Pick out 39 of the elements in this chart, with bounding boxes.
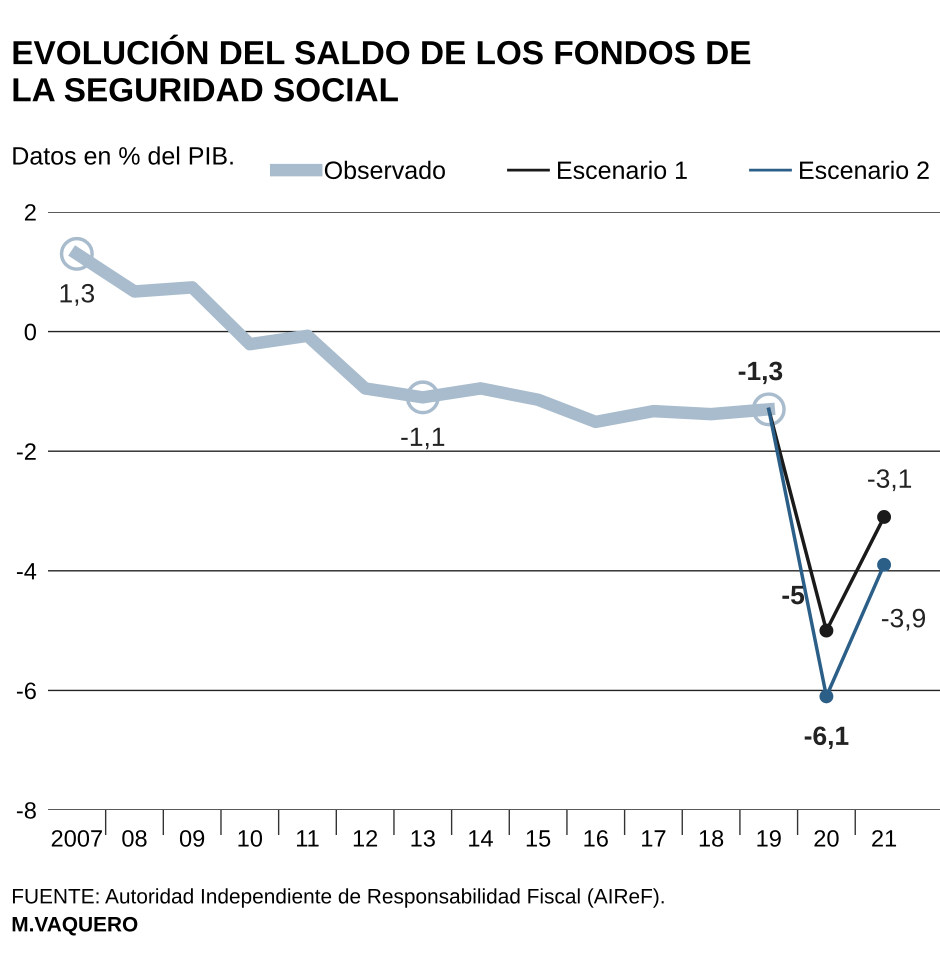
point xyxy=(819,689,834,704)
data-label: -3,1 xyxy=(868,469,912,492)
data-label: -5 xyxy=(782,586,804,604)
data-label: -1,1 xyxy=(401,428,444,450)
x-tick-label: 14 xyxy=(469,830,493,847)
y-tick-label: -2 xyxy=(16,443,36,460)
x-tick-label: 21 xyxy=(872,830,896,847)
y-tick-label: 2 xyxy=(24,204,36,221)
x-tick-label: 19 xyxy=(757,830,781,847)
y-axis-title: Datos en % del PIB. xyxy=(13,146,233,165)
data-label: -6,1 xyxy=(804,726,848,749)
point xyxy=(819,624,834,638)
x-tick-label: 13 xyxy=(411,830,435,847)
x-tick-label: 15 xyxy=(526,830,550,847)
point xyxy=(877,510,892,524)
chart-title: EVOLUCIÓN DEL SALDO DE LOS FONDOS DE LA SEGURIDAD SOCIAL xyxy=(14,34,750,102)
x-tick-label: 09 xyxy=(180,830,204,847)
data-label: -1,3 xyxy=(738,362,782,384)
y-tick-label: -4 xyxy=(16,563,36,580)
y-tick-label: -8 xyxy=(16,802,36,819)
data-label: -3,9 xyxy=(882,608,925,631)
x-tick-label: 20 xyxy=(814,830,839,847)
legend-label: Escenario 2 xyxy=(800,160,929,180)
x-tick-label: 08 xyxy=(122,830,147,847)
x-tick-label: 18 xyxy=(700,830,724,847)
source-note: FUENTE: Autoridad Independiente de Responsabilidad Fiscal (AIReF). xyxy=(12,888,664,908)
x-tick-label: 16 xyxy=(584,830,608,847)
text: M.VAQUERO xyxy=(12,916,138,936)
legend-label: Escenario 1 xyxy=(558,160,687,180)
x-tick-label: 2007 xyxy=(52,830,102,847)
data-label: 1,3 xyxy=(60,284,94,306)
legend-label: Observado xyxy=(324,160,445,180)
x-tick-label: 11 xyxy=(297,830,319,847)
x-tick-label: 12 xyxy=(354,830,378,847)
point xyxy=(877,558,892,572)
x-tick-label: 17 xyxy=(642,830,666,847)
y-tick-label: 0 xyxy=(24,324,36,340)
y-tick-label: -6 xyxy=(16,682,36,700)
x-tick-label: 10 xyxy=(238,830,262,847)
